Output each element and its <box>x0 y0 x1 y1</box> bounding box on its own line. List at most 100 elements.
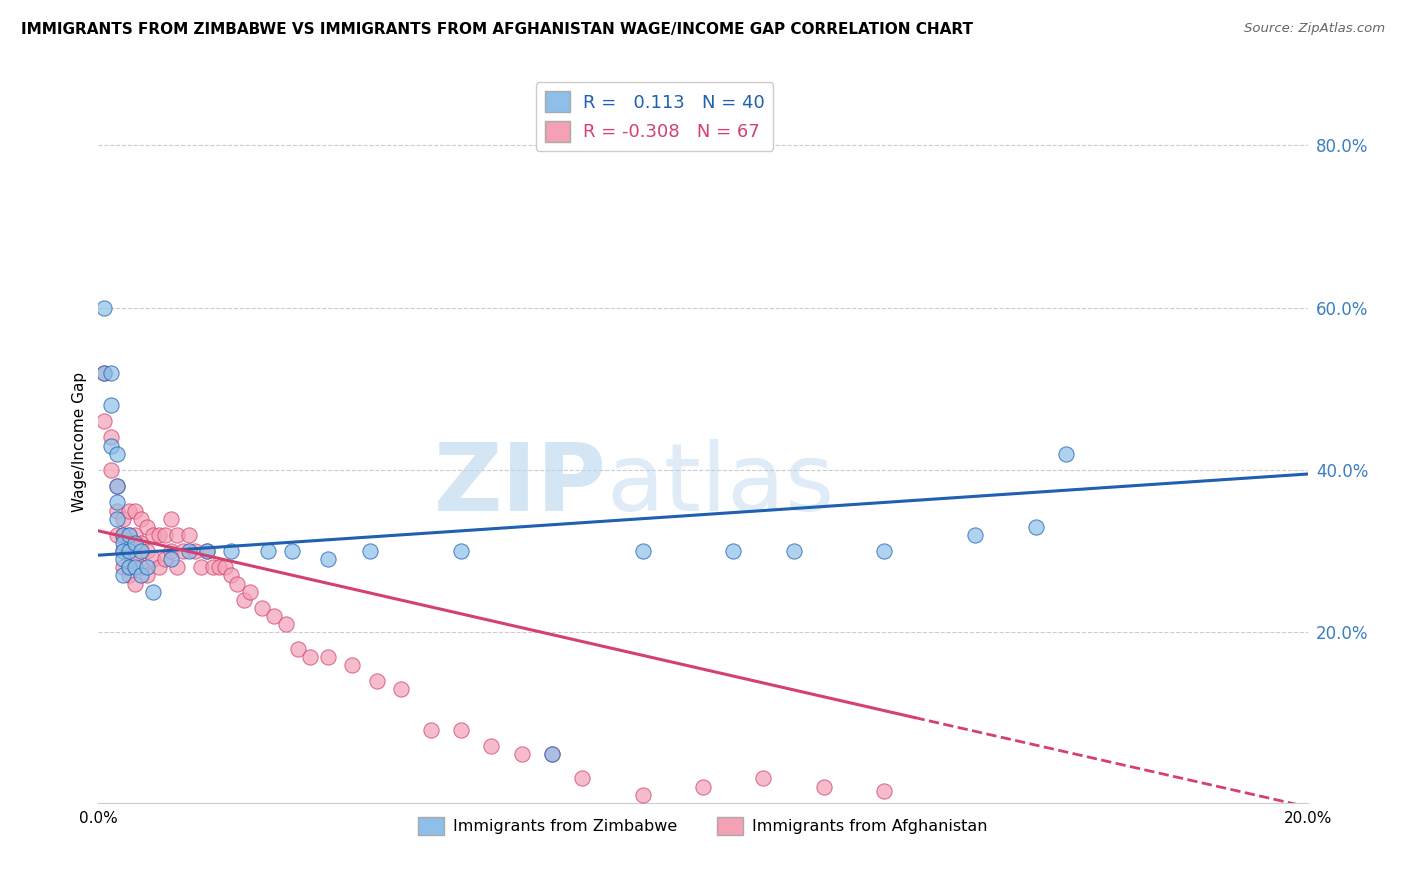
Point <box>160 544 183 558</box>
Point <box>142 584 165 599</box>
Point <box>118 503 141 517</box>
Point <box>118 528 141 542</box>
Point <box>342 657 364 672</box>
Point <box>160 552 183 566</box>
Point <box>287 641 309 656</box>
Point <box>148 560 170 574</box>
Point <box>111 560 134 574</box>
Point <box>250 601 273 615</box>
Point <box>105 447 128 461</box>
Point <box>214 560 236 574</box>
Point <box>124 528 146 542</box>
Point <box>166 528 188 542</box>
Point <box>274 617 297 632</box>
Point <box>316 552 339 566</box>
Point <box>129 511 152 525</box>
Point <box>111 544 134 558</box>
Point <box>100 398 122 412</box>
Point <box>93 366 115 380</box>
Point <box>965 528 987 542</box>
Point <box>631 788 654 802</box>
Point <box>124 503 146 517</box>
Point <box>221 568 243 582</box>
Point <box>135 544 157 558</box>
Point <box>118 568 141 582</box>
Point <box>752 772 775 786</box>
Point <box>195 544 218 558</box>
Point <box>450 544 472 558</box>
Point <box>124 576 146 591</box>
Point <box>105 479 128 493</box>
Point <box>105 479 128 493</box>
Point <box>118 544 141 558</box>
Point <box>281 544 304 558</box>
Point <box>105 495 128 509</box>
Point <box>184 544 207 558</box>
Point <box>129 536 152 550</box>
Point <box>195 544 218 558</box>
Point <box>166 560 188 574</box>
Point <box>100 439 122 453</box>
Point <box>723 544 745 558</box>
Point <box>148 528 170 542</box>
Point <box>129 544 152 558</box>
Text: ZIP: ZIP <box>433 439 606 531</box>
Point <box>124 536 146 550</box>
Point <box>420 723 443 737</box>
Text: Source: ZipAtlas.com: Source: ZipAtlas.com <box>1244 22 1385 36</box>
Point <box>93 414 115 428</box>
Point <box>208 560 231 574</box>
Point <box>571 772 593 786</box>
Point <box>111 552 134 566</box>
Point <box>481 739 503 753</box>
Point <box>111 511 134 525</box>
Point <box>111 544 134 558</box>
Point <box>256 544 278 558</box>
Point <box>105 511 128 525</box>
Point <box>124 552 146 566</box>
Point <box>540 747 562 761</box>
Point <box>873 544 896 558</box>
Point <box>93 301 115 315</box>
Point <box>172 544 194 558</box>
Point <box>631 544 654 558</box>
Point <box>100 430 122 444</box>
Point <box>118 528 141 542</box>
Point <box>239 584 262 599</box>
Point <box>93 366 115 380</box>
Point <box>179 544 201 558</box>
Point <box>450 723 472 737</box>
Legend: Immigrants from Zimbabwe, Immigrants from Afghanistan: Immigrants from Zimbabwe, Immigrants fro… <box>412 811 994 842</box>
Point <box>179 528 201 542</box>
Point <box>100 366 122 380</box>
Point <box>190 560 212 574</box>
Point <box>1024 520 1046 534</box>
Point <box>111 568 134 582</box>
Point <box>129 560 152 574</box>
Point <box>540 747 562 761</box>
Point <box>142 528 165 542</box>
Point <box>142 552 165 566</box>
Point <box>135 520 157 534</box>
Point <box>1054 447 1077 461</box>
Point <box>124 560 146 574</box>
Point <box>105 503 128 517</box>
Point <box>153 552 176 566</box>
Point <box>316 649 339 664</box>
Point <box>202 560 225 574</box>
Point <box>111 528 134 542</box>
Point <box>360 544 382 558</box>
Point <box>160 511 183 525</box>
Point <box>111 536 134 550</box>
Point <box>111 528 134 542</box>
Point <box>389 682 412 697</box>
Point <box>105 528 128 542</box>
Y-axis label: Wage/Income Gap: Wage/Income Gap <box>72 371 87 512</box>
Text: IMMIGRANTS FROM ZIMBABWE VS IMMIGRANTS FROM AFGHANISTAN WAGE/INCOME GAP CORRELAT: IMMIGRANTS FROM ZIMBABWE VS IMMIGRANTS F… <box>21 22 973 37</box>
Point <box>366 673 388 688</box>
Point <box>510 747 533 761</box>
Point <box>783 544 806 558</box>
Point <box>135 560 157 574</box>
Point <box>129 568 152 582</box>
Point <box>135 568 157 582</box>
